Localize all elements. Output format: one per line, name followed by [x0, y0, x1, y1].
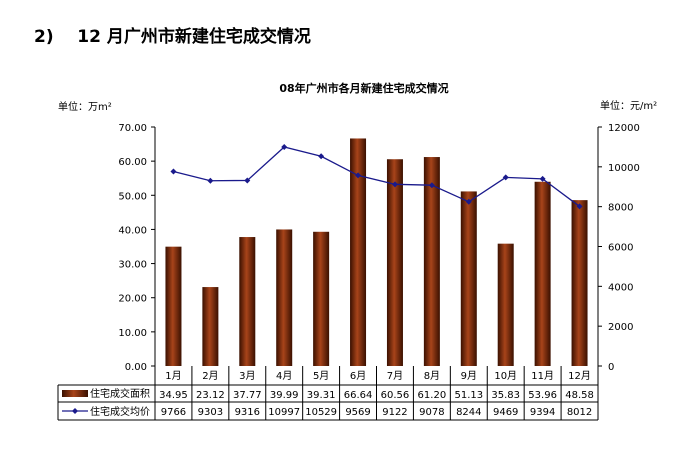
bar-8月: [423, 157, 440, 366]
category-label: 12月: [568, 370, 591, 382]
area-value: 66.64: [344, 390, 373, 401]
category-label: 8月: [424, 370, 440, 382]
price-value: 10997: [268, 407, 300, 418]
right-axis-unit: 单位：元/m²: [600, 99, 657, 112]
right-tick-label: 4000: [608, 282, 633, 293]
category-label: 2月: [202, 370, 218, 382]
price-value: 8244: [456, 407, 481, 418]
category-label: 11月: [531, 370, 554, 382]
category-label: 6月: [350, 370, 366, 382]
area-value: 48.58: [565, 390, 594, 401]
area-value: 61.20: [418, 390, 447, 401]
category-label: 3月: [239, 370, 255, 382]
legend-line-label: 住宅成交均价: [90, 405, 150, 418]
category-label: 4月: [276, 370, 292, 382]
right-tick-label: 2000: [608, 322, 633, 333]
price-point-10月: [502, 174, 509, 181]
bar-4月: [276, 229, 293, 366]
price-value: 9569: [345, 407, 370, 418]
category-label: 1月: [165, 370, 181, 382]
category-label: 7月: [387, 370, 403, 382]
bar-10月: [497, 243, 514, 366]
price-point-9月: [465, 198, 472, 205]
area-value: 35.83: [491, 390, 520, 401]
left-tick-label: 40.00: [118, 225, 147, 236]
price-point-7月: [391, 181, 398, 188]
area-value: 34.95: [159, 390, 188, 401]
left-tick-label: 10.00: [118, 328, 147, 339]
price-point-1月: [170, 168, 177, 175]
chart-title: 08年广州市各月新建住宅成交情况: [279, 81, 448, 95]
area-value: 39.99: [270, 390, 299, 401]
bar-7月: [386, 159, 403, 366]
area-value: 39.31: [307, 390, 336, 401]
bar-5月: [313, 231, 330, 366]
category-label: 10月: [494, 370, 517, 382]
price-value: 8012: [567, 407, 592, 418]
left-axis-unit: 单位：万m²: [58, 100, 112, 113]
legend-bar-label: 住宅成交面积: [90, 387, 150, 400]
left-tick-label: 20.00: [118, 294, 147, 305]
bar-1月: [165, 246, 182, 366]
section-heading: 2) 12 月广州市新建住宅成交情况: [34, 27, 311, 47]
bar-9月: [460, 191, 477, 366]
left-tick-label: 0.00: [125, 362, 147, 373]
bar-11月: [534, 181, 551, 366]
right-tick-label: 6000: [608, 243, 633, 254]
price-value: 9316: [235, 407, 260, 418]
legend-bar-swatch: [62, 390, 88, 397]
left-tick-label: 50.00: [118, 191, 147, 202]
left-tick-label: 60.00: [118, 157, 147, 168]
price-point-3月: [244, 177, 251, 184]
right-tick-label: 0: [608, 362, 614, 373]
price-point-2月: [207, 177, 214, 184]
price-point-5月: [318, 153, 325, 160]
bar-3月: [239, 237, 256, 366]
price-value: 9122: [382, 407, 407, 418]
price-value: 9394: [530, 407, 555, 418]
price-value: 9766: [161, 407, 186, 418]
legend-line-marker: [72, 408, 78, 414]
category-label: 5月: [313, 370, 329, 382]
price-value: 10529: [305, 407, 337, 418]
left-tick-label: 70.00: [118, 123, 147, 134]
left-tick-label: 30.00: [118, 260, 147, 271]
price-point-8月: [428, 182, 435, 189]
price-point-12月: [576, 203, 583, 210]
price-value: 9303: [198, 407, 223, 418]
right-tick-label: 12000: [608, 123, 640, 134]
right-tick-label: 10000: [608, 163, 640, 174]
price-point-11月: [539, 175, 546, 182]
category-label: 9月: [461, 370, 477, 382]
right-tick-label: 8000: [608, 203, 633, 214]
area-value: 53.96: [528, 390, 557, 401]
area-value: 37.77: [233, 390, 262, 401]
area-value: 51.13: [454, 390, 483, 401]
area-value: 23.12: [196, 390, 225, 401]
price-point-6月: [355, 172, 362, 179]
bar-12月: [571, 200, 588, 366]
price-line: [173, 146, 580, 207]
price-value: 9469: [493, 407, 518, 418]
bar-2月: [202, 287, 219, 366]
area-value: 60.56: [381, 390, 410, 401]
price-point-4月: [281, 143, 288, 150]
price-value: 9078: [419, 407, 444, 418]
bar-6月: [350, 138, 367, 366]
